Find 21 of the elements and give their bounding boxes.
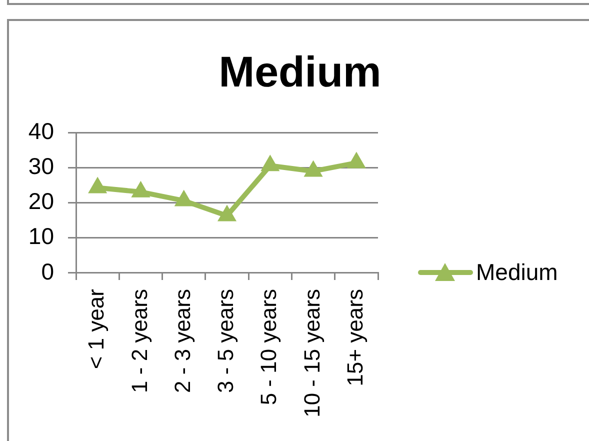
point	[260, 155, 280, 172]
y-tick-label: 10	[28, 223, 54, 250]
x-tick-label: 2 - 3 years	[170, 289, 195, 393]
y-tick-label: 20	[28, 188, 54, 214]
point	[174, 190, 194, 206]
y-tick-label: 40	[28, 118, 54, 144]
point	[304, 160, 322, 177]
x-tick-label: < 1 year	[84, 289, 109, 370]
y-tick-label: 30	[28, 153, 54, 180]
y-tick-label: 0	[41, 258, 54, 284]
point	[132, 181, 150, 198]
x-tick-label: 1 - 2 years	[126, 289, 152, 393]
legend-label: Medium	[476, 258, 558, 286]
point	[218, 205, 236, 222]
x-tick-label: 15+ years	[342, 289, 368, 386]
x-tick-label: 3 - 5 years	[213, 289, 238, 393]
point	[347, 152, 366, 168]
x-tick-label: 10 - 15 years	[299, 289, 324, 418]
x-tick-label: 5 - 10 years	[256, 289, 282, 406]
point	[88, 177, 107, 194]
chart-title: Medium	[218, 48, 382, 97]
